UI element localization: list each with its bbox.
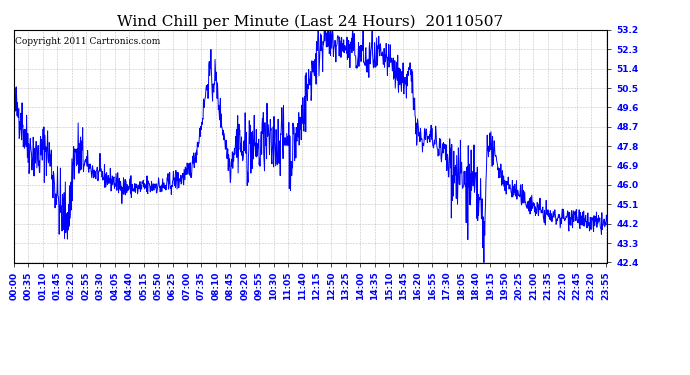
Title: Wind Chill per Minute (Last 24 Hours)  20110507: Wind Chill per Minute (Last 24 Hours) 20… [117,15,504,29]
Text: Copyright 2011 Cartronics.com: Copyright 2011 Cartronics.com [15,37,160,46]
